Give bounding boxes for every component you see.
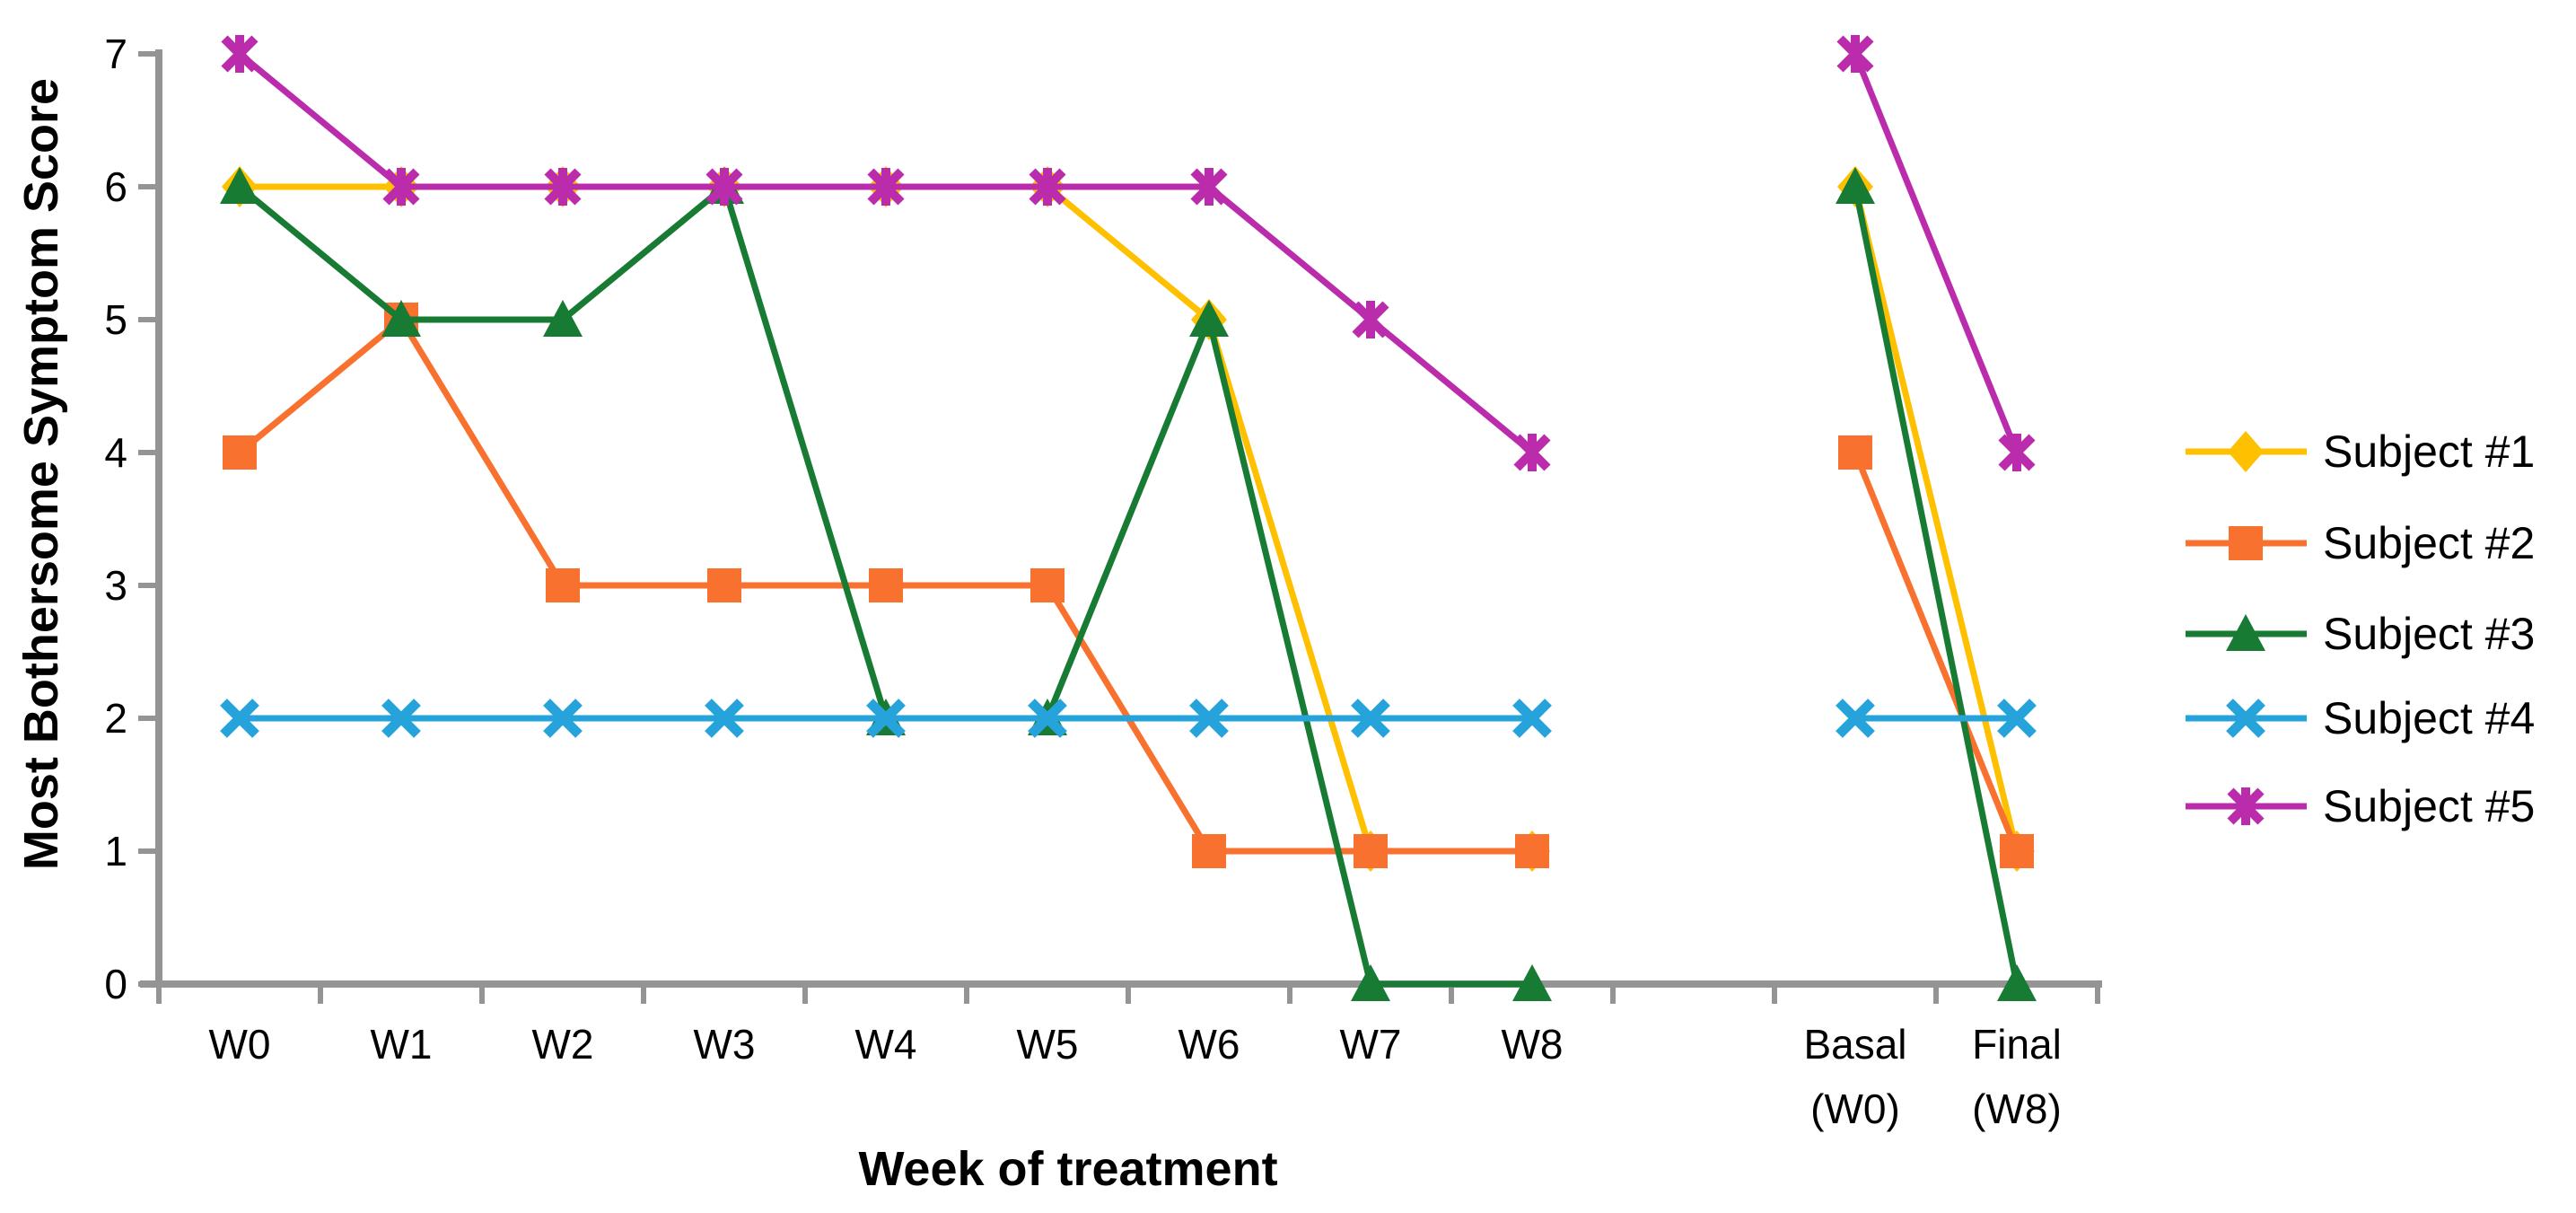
square-marker xyxy=(869,568,903,602)
x-marker xyxy=(1189,699,1229,738)
legend-label: Subject #5 xyxy=(2323,781,2535,831)
series-line-basal-final xyxy=(1852,451,2020,853)
asterisk-marker xyxy=(221,35,258,73)
square-marker xyxy=(223,435,257,470)
square-marker xyxy=(2229,526,2263,560)
x-tick-label-week: W2 xyxy=(532,1021,594,1068)
x-marker xyxy=(1512,699,1552,738)
asterisk-marker xyxy=(1513,434,1551,471)
y-tick-label: 1 xyxy=(104,828,127,875)
legend-entry-subject-1: Subject #1 xyxy=(2186,426,2535,477)
x-tick-label-summary-sub: (W0) xyxy=(1810,1086,1900,1132)
series-lines xyxy=(220,35,2037,1001)
x-axis-title: Week of treatment xyxy=(858,1142,1277,1196)
y-tick-label: 7 xyxy=(104,31,127,77)
legend-label: Subject #2 xyxy=(2323,518,2535,568)
series-subject-3 xyxy=(220,167,2037,1001)
square-marker xyxy=(1192,834,1226,868)
x-tick-label-week: W5 xyxy=(1017,1021,1079,1068)
diamond-marker xyxy=(2228,431,2264,472)
asterisk-marker xyxy=(1352,301,1389,338)
series-line-basal-final xyxy=(1852,186,2020,852)
triangle-marker xyxy=(381,300,421,337)
y-tick-label: 2 xyxy=(104,695,127,742)
x-tick-label-week: W0 xyxy=(209,1021,271,1068)
asterisk-marker xyxy=(544,168,582,206)
asterisk-marker xyxy=(2227,787,2265,825)
x-tick-label-week: W4 xyxy=(855,1021,917,1068)
asterisk-marker xyxy=(1836,35,1874,73)
x-tick-label-week: W1 xyxy=(371,1021,433,1068)
axes xyxy=(138,49,2102,1004)
y-axis-title: Most Bothersome Symptom Score xyxy=(14,78,68,870)
series-line-weekly xyxy=(240,183,1532,855)
x-marker xyxy=(220,699,259,738)
series-line-weekly xyxy=(237,51,1535,455)
series-line-basal-final xyxy=(1852,52,2020,454)
x-tick-label-summary-sub: (W8) xyxy=(1972,1086,2062,1132)
x-marker xyxy=(381,699,421,738)
triangle-marker xyxy=(1997,964,2037,1001)
asterisk-marker xyxy=(867,168,905,206)
y-tick-label: 3 xyxy=(104,562,127,609)
triangle-marker xyxy=(1189,300,1229,337)
series-subject-2 xyxy=(223,303,2034,868)
x-marker xyxy=(1997,699,2037,738)
legend-label: Subject #4 xyxy=(2323,693,2535,743)
x-tick-label-week: W8 xyxy=(1502,1021,1564,1068)
square-marker xyxy=(1030,568,1065,602)
asterisk-marker xyxy=(1029,168,1066,206)
legend-entry-subject-5: Subject #5 xyxy=(2186,781,2535,831)
y-tick-label: 4 xyxy=(104,429,127,476)
axis-tick-labels: 0 1 2 3 4 5 6 7 W0 W1 W2 W3 W4 W5 W6 W7 W8 Basal (W0) Final… xyxy=(104,31,2061,1132)
x-tick-label-week: W3 xyxy=(694,1021,756,1068)
x-tick-label-summary: Basal xyxy=(1803,1021,1906,1068)
series-line-basal-final xyxy=(1852,186,2020,985)
square-marker xyxy=(1354,834,1388,868)
triangle-marker xyxy=(2226,614,2265,651)
x-tick-label-week: W7 xyxy=(1340,1021,1402,1068)
asterisk-marker xyxy=(1998,434,2036,471)
asterisk-marker xyxy=(382,168,420,206)
square-marker xyxy=(546,568,580,602)
square-marker xyxy=(707,568,741,602)
x-marker xyxy=(866,699,906,738)
y-tick-label: 0 xyxy=(104,961,127,1007)
legend-label: Subject #1 xyxy=(2323,426,2535,477)
legend: Subject #1 Subject #2 Subject #3 Subject #4… xyxy=(2186,426,2535,831)
x-marker xyxy=(1351,699,1390,738)
legend-entry-subject-4: Subject #4 xyxy=(2186,693,2535,743)
x-marker xyxy=(705,699,744,738)
series-subject-4 xyxy=(220,699,2037,738)
square-marker xyxy=(2000,834,2034,868)
legend-entry-subject-3: Subject #3 xyxy=(2186,609,2535,659)
triangle-marker xyxy=(1512,964,1552,1001)
legend-label: Subject #3 xyxy=(2323,609,2535,659)
asterisk-marker xyxy=(705,168,743,206)
x-tick-label-summary: Final xyxy=(1972,1021,2062,1068)
triangle-marker xyxy=(220,167,259,204)
triangle-marker xyxy=(543,300,583,337)
x-tick-label-week: W6 xyxy=(1178,1021,1240,1068)
square-marker xyxy=(1838,435,1872,470)
y-tick-label: 5 xyxy=(104,296,127,343)
series-subject-5 xyxy=(221,35,2036,471)
x-marker xyxy=(1028,699,1067,738)
triangle-marker xyxy=(1836,167,1875,204)
asterisk-marker xyxy=(1190,168,1228,206)
x-marker xyxy=(2226,699,2265,738)
x-marker xyxy=(1836,699,1875,738)
y-tick-label: 6 xyxy=(104,163,127,210)
square-marker xyxy=(1515,834,1549,868)
legend-entry-subject-2: Subject #2 xyxy=(2186,518,2535,568)
triangle-marker xyxy=(1351,964,1390,1001)
x-marker xyxy=(543,699,583,738)
